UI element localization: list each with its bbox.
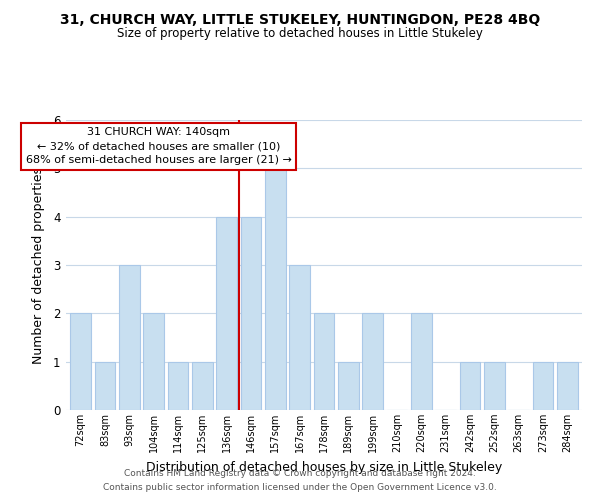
Text: 31 CHURCH WAY: 140sqm
← 32% of detached houses are smaller (10)
68% of semi-deta: 31 CHURCH WAY: 140sqm ← 32% of detached … xyxy=(26,128,292,166)
Text: Contains HM Land Registry data © Crown copyright and database right 2024.: Contains HM Land Registry data © Crown c… xyxy=(124,468,476,477)
Bar xyxy=(362,314,383,410)
Bar xyxy=(484,362,505,410)
Bar xyxy=(460,362,481,410)
Bar xyxy=(289,265,310,410)
Bar xyxy=(338,362,359,410)
Y-axis label: Number of detached properties: Number of detached properties xyxy=(32,166,44,364)
Bar xyxy=(557,362,578,410)
X-axis label: Distribution of detached houses by size in Little Stukeley: Distribution of detached houses by size … xyxy=(146,460,502,473)
Bar xyxy=(167,362,188,410)
Bar xyxy=(95,362,115,410)
Text: 31, CHURCH WAY, LITTLE STUKELEY, HUNTINGDON, PE28 4BQ: 31, CHURCH WAY, LITTLE STUKELEY, HUNTING… xyxy=(60,12,540,26)
Bar xyxy=(241,216,262,410)
Bar xyxy=(411,314,432,410)
Bar xyxy=(216,216,237,410)
Bar xyxy=(192,362,212,410)
Text: Size of property relative to detached houses in Little Stukeley: Size of property relative to detached ho… xyxy=(117,28,483,40)
Text: Contains public sector information licensed under the Open Government Licence v3: Contains public sector information licen… xyxy=(103,484,497,492)
Bar xyxy=(143,314,164,410)
Bar xyxy=(265,168,286,410)
Bar xyxy=(119,265,140,410)
Bar xyxy=(314,314,334,410)
Bar xyxy=(70,314,91,410)
Bar xyxy=(533,362,553,410)
